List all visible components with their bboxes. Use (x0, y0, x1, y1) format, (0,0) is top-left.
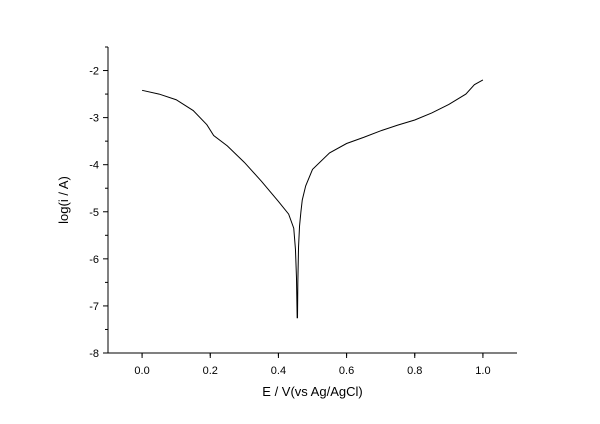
x-tick-label: 0.8 (407, 365, 422, 377)
y-tick-label: -4 (89, 160, 99, 172)
polarization-curve (141, 79, 484, 319)
y-ticks-group: -8 -7 -6 -5 -4 -3 -2 (89, 46, 108, 360)
x-tick-label: 1.0 (475, 365, 490, 377)
y-tick-label: -2 (89, 66, 99, 78)
y-tick-label: -6 (89, 254, 99, 266)
x-tick-label: 0.0 (134, 365, 149, 377)
y-tick-label: -5 (89, 207, 99, 219)
x-tick-label: 0.6 (339, 365, 354, 377)
x-tick-label: 0.2 (203, 365, 218, 377)
axes-group (107, 47, 517, 354)
y-tick-label: -8 (89, 348, 99, 360)
y-tick-label: -3 (89, 113, 99, 125)
x-ticks-group: 0.0 0.2 0.4 0.6 0.8 1.0 (134, 353, 491, 377)
x-axis-title: E / V(vs Ag/AgCl) (262, 384, 362, 399)
y-tick-label: -7 (89, 301, 99, 313)
x-tick-label: 0.4 (271, 365, 286, 377)
y-axis-title: log(i / A) (56, 176, 71, 224)
